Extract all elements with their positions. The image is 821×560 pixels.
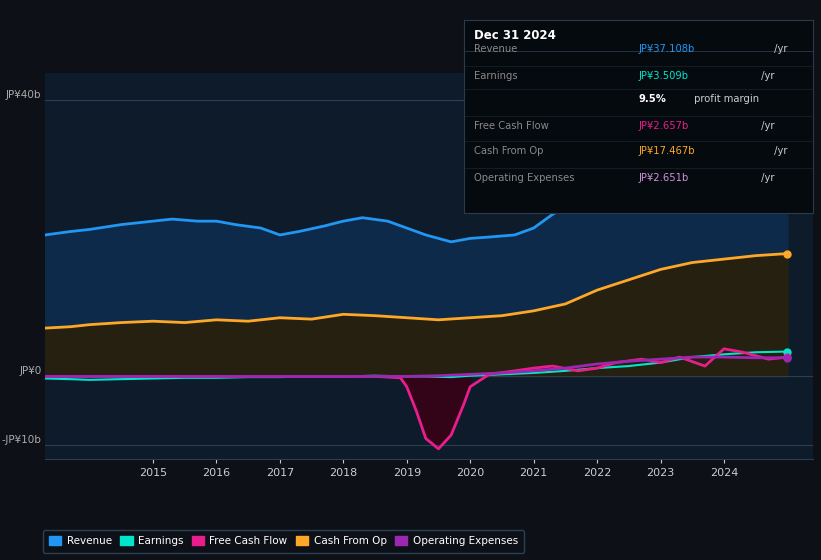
Text: JP¥3.509b: JP¥3.509b (639, 71, 688, 81)
Text: JP¥2.651b: JP¥2.651b (639, 173, 689, 183)
Point (781, 353, 794, 362)
Text: JP¥37.108b: JP¥37.108b (639, 44, 695, 54)
Text: /yr: /yr (758, 71, 774, 81)
Point (781, 113, 794, 122)
Text: Cash From Op: Cash From Op (475, 146, 544, 156)
Text: JP¥0: JP¥0 (19, 366, 41, 376)
Point (781, 249, 794, 258)
Text: -JP¥10b: -JP¥10b (2, 436, 41, 445)
Text: /yr: /yr (771, 44, 787, 54)
Text: JP¥17.467b: JP¥17.467b (639, 146, 695, 156)
Text: Operating Expenses: Operating Expenses (475, 173, 575, 183)
Text: Revenue: Revenue (475, 44, 518, 54)
Text: profit margin: profit margin (691, 94, 759, 104)
Text: /yr: /yr (771, 146, 787, 156)
Legend: Revenue, Earnings, Free Cash Flow, Cash From Op, Operating Expenses: Revenue, Earnings, Free Cash Flow, Cash … (43, 530, 524, 553)
Text: Earnings: Earnings (475, 71, 518, 81)
Text: Dec 31 2024: Dec 31 2024 (475, 29, 556, 42)
Point (781, 353, 794, 362)
Text: JP¥2.657b: JP¥2.657b (639, 121, 689, 131)
Point (781, 347, 794, 356)
Text: 9.5%: 9.5% (639, 94, 666, 104)
Text: JP¥40b: JP¥40b (6, 90, 41, 100)
Text: /yr: /yr (758, 173, 774, 183)
Text: Free Cash Flow: Free Cash Flow (475, 121, 549, 131)
Text: /yr: /yr (758, 121, 774, 131)
